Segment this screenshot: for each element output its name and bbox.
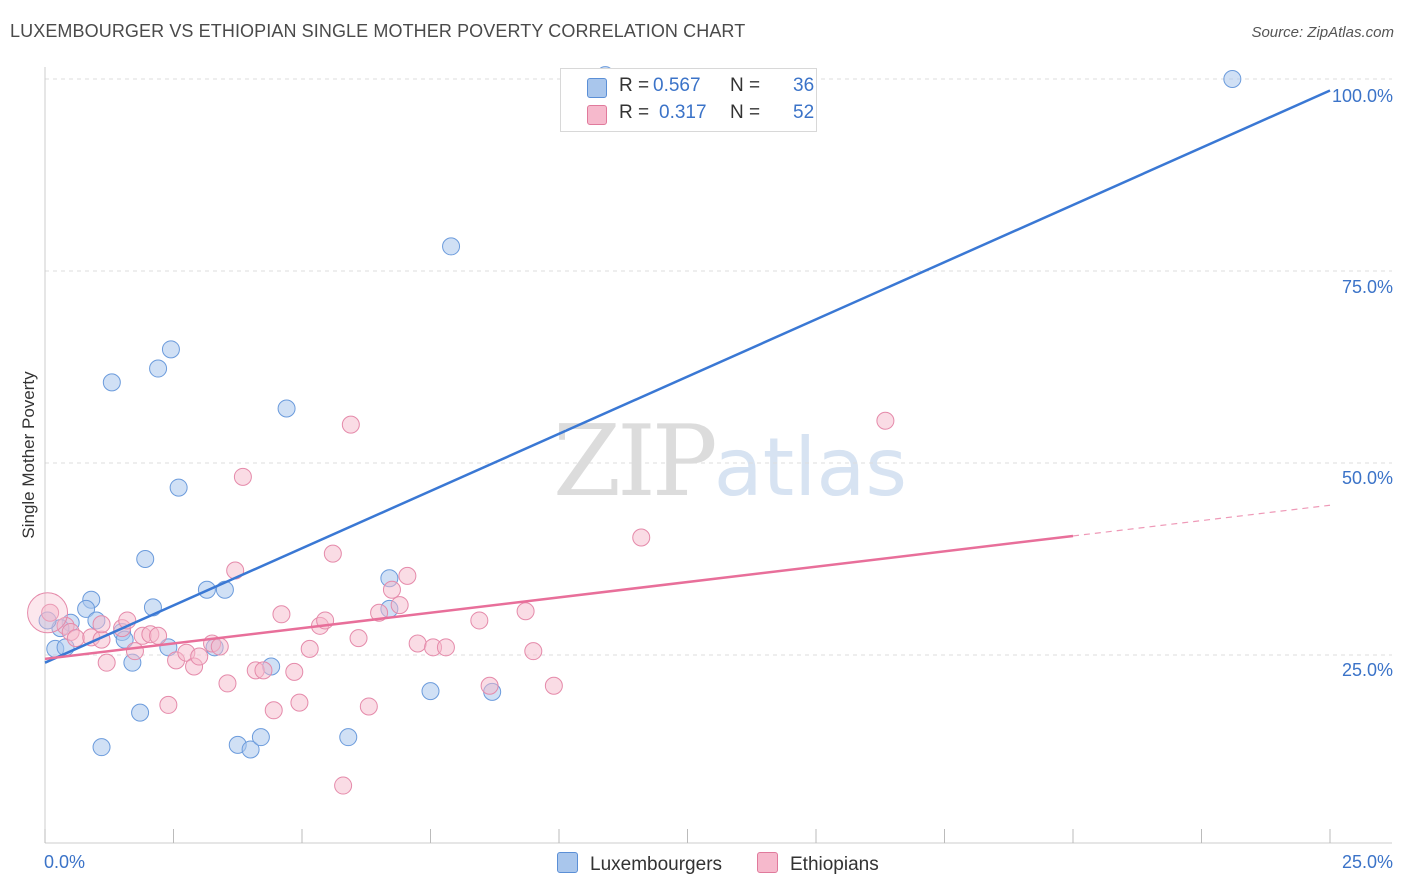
source-label: Source: ZipAtlas.com (1251, 24, 1394, 41)
n-label: N = (730, 102, 761, 123)
data-point-ethiopians (254, 661, 273, 680)
data-point-luxembourgers (102, 373, 121, 392)
data-point-luxembourgers (136, 550, 155, 568)
data-point-ethiopians (524, 642, 543, 661)
chart-title: LUXEMBOURGER VS ETHIOPIAN SINGLE MOTHER … (10, 21, 746, 41)
ethiopians-swatch (587, 105, 607, 125)
data-point-ethiopians (334, 776, 353, 795)
y-tick-label-75: 75.0% (1341, 277, 1393, 297)
data-point-ethiopians (190, 647, 209, 666)
data-point-luxembourgers (92, 738, 111, 757)
data-point-ethiopians (341, 415, 360, 434)
x-tick-label-min: 0.0% (44, 852, 86, 872)
n-label: N = (730, 75, 761, 96)
luxembourgers-legend-label: Luxembourgers (590, 854, 723, 875)
luxembourgers-legend-swatch (557, 852, 578, 873)
data-point-ethiopians (470, 611, 489, 630)
data-point-luxembourgers (161, 340, 180, 359)
data-point-ethiopians (41, 603, 60, 622)
data-point-ethiopians (480, 676, 499, 695)
data-point-ethiopians (876, 411, 895, 430)
data-point-luxembourgers (277, 399, 296, 418)
data-point-ethiopians (359, 697, 378, 716)
luxembourgers-swatch (587, 78, 607, 98)
data-point-ethiopians (323, 544, 342, 563)
data-point-ethiopians (272, 605, 291, 624)
data-point-ethiopians (300, 639, 319, 658)
data-point-ethiopians (233, 467, 252, 486)
data-point-ethiopians (632, 528, 651, 547)
r-value-luxembourgers: 0.567 (653, 75, 701, 96)
data-point-ethiopians (516, 602, 535, 621)
y-tick-label-50: 50.0% (1341, 468, 1393, 488)
data-point-luxembourgers (421, 682, 440, 701)
data-point-ethiopians (285, 662, 304, 681)
y-axis-label: Single Mother Poverty (19, 371, 38, 539)
trend-line-luxembourgers (44, 89, 1331, 664)
n-value-luxembourgers: 36 (793, 75, 815, 96)
data-point-luxembourgers (251, 728, 270, 747)
legend-item-ethiopians[interactable]: Ethiopians (757, 852, 879, 876)
ethiopians-legend-label: Ethiopians (790, 854, 879, 875)
data-point-ethiopians (349, 629, 368, 648)
y-tick-label-100: 100.0% (1331, 86, 1393, 106)
data-point-ethiopians (97, 653, 116, 672)
trend-line-extension-ethiopians (1072, 504, 1331, 537)
data-point-luxembourgers (149, 359, 168, 378)
r-value-ethiopians: 0.317 (659, 102, 707, 123)
data-point-luxembourgers (131, 703, 150, 722)
correlation-legend: R = 0.567 N = 36 R = 0.317 N = 52 (560, 68, 817, 132)
gridlines (45, 78, 1392, 656)
data-point-ethiopians (66, 629, 85, 648)
ethiopians-legend-swatch (757, 852, 778, 873)
r-label: R = (619, 102, 650, 123)
data-points (27, 66, 1242, 795)
data-point-ethiopians-cluster (27, 592, 69, 634)
data-point-ethiopians (370, 603, 389, 622)
data-point-ethiopians (92, 615, 111, 634)
data-point-luxembourgers (442, 237, 461, 256)
data-point-luxembourgers (77, 599, 96, 618)
data-point-luxembourgers (1223, 70, 1242, 88)
data-point-ethiopians (436, 638, 455, 657)
data-point-luxembourgers (241, 740, 260, 759)
data-point-ethiopians (398, 566, 417, 585)
axes (44, 67, 1392, 844)
data-point-ethiopians (382, 580, 401, 599)
data-point-ethiopians (125, 642, 144, 661)
x-tick-label-max: 25.0% (1341, 852, 1393, 872)
data-point-ethiopians (149, 626, 168, 645)
data-point-luxembourgers (169, 478, 188, 497)
trend-lines (44, 89, 1331, 664)
data-point-ethiopians (408, 634, 427, 653)
n-value-ethiopians: 52 (793, 102, 815, 123)
data-point-ethiopians (390, 596, 409, 615)
data-point-ethiopians (264, 701, 283, 720)
data-point-ethiopians (159, 695, 178, 714)
data-point-luxembourgers (339, 728, 358, 747)
y-tick-label-25: 25.0% (1341, 660, 1393, 680)
r-label: R = (619, 75, 650, 96)
data-point-ethiopians (290, 693, 309, 712)
data-point-ethiopians (544, 676, 563, 695)
data-point-ethiopians (210, 637, 229, 656)
legend-item-luxembourgers[interactable]: Luxembourgers (557, 852, 722, 876)
trend-line-ethiopians (44, 534, 1074, 661)
data-point-ethiopians (218, 674, 237, 693)
